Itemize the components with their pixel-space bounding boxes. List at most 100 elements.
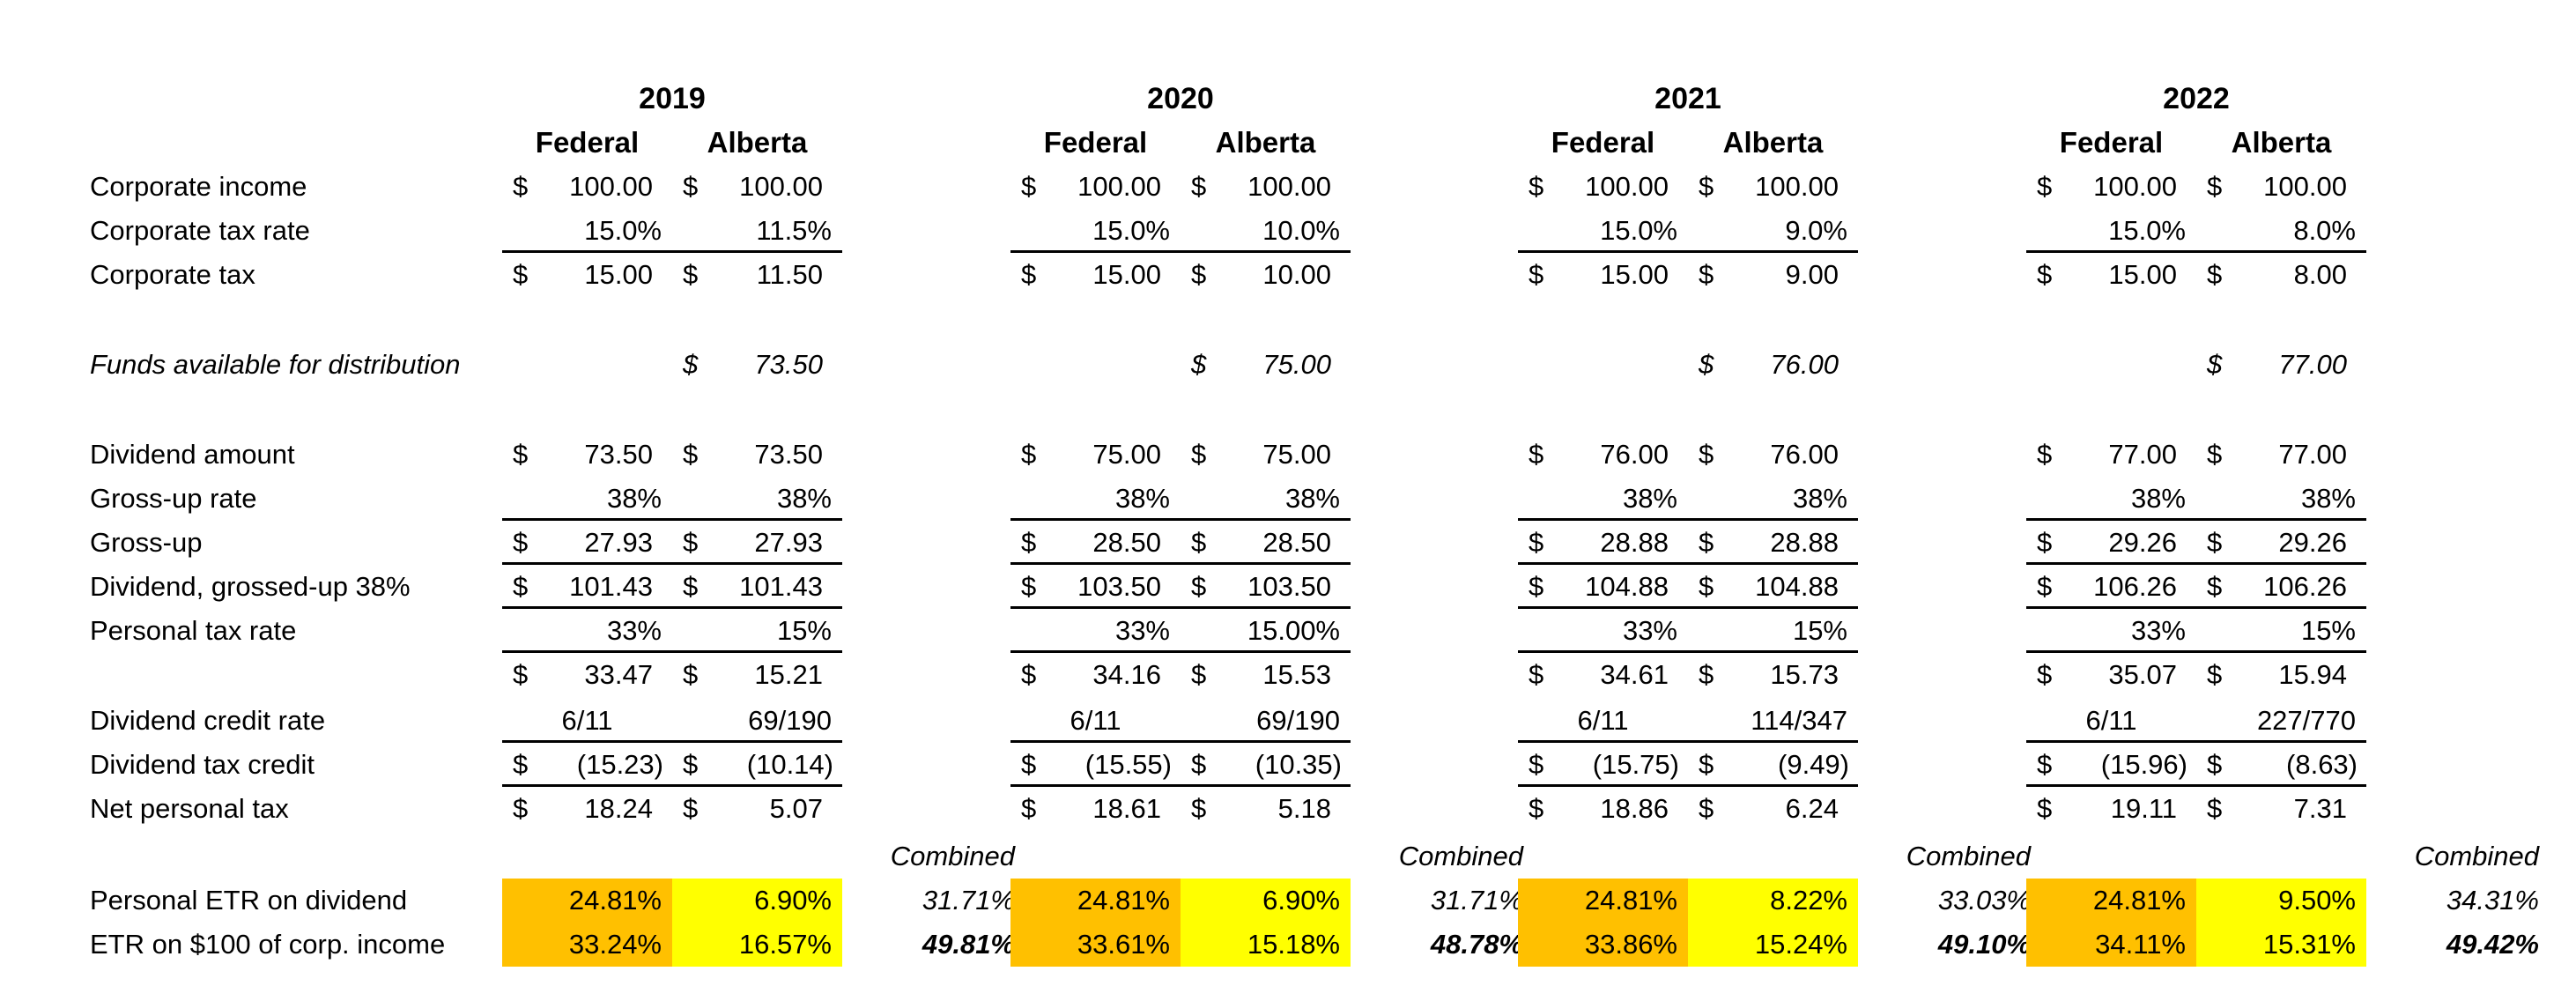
year-heading: 2022 xyxy=(2163,82,2230,115)
dollar-sign: $ xyxy=(513,659,529,690)
federal-gross-up-cell: $29.26 xyxy=(2026,521,2196,565)
alberta-corporate-income-value: 100.00 xyxy=(739,171,823,202)
federal-corporate-income-cell: $100.00 xyxy=(1010,165,1181,209)
federal-dividend-tax-credit-cell: $ (15.75) xyxy=(1518,743,1688,787)
rule-line xyxy=(502,562,842,565)
highlight-federal xyxy=(1010,879,1181,967)
alberta-corporate-tax-cell: $9.00 xyxy=(1688,253,1858,297)
rule-line xyxy=(1010,784,1351,787)
alberta-dividend-credit-rate-cell: 227/770 xyxy=(2196,699,2366,743)
highlight-alberta xyxy=(2196,879,2366,967)
federal-dividend-tax-credit-cell: $ (15.55) xyxy=(1010,743,1181,787)
alberta-corporate-tax-value: 10.00 xyxy=(1262,259,1331,290)
column-header-alberta: Alberta xyxy=(1722,126,1824,159)
alberta-corporate-tax-rate-value: 9.0% xyxy=(1785,215,1847,246)
dollar-sign: $ xyxy=(513,259,529,290)
rule-line xyxy=(502,650,842,653)
federal-corporate-income-value: 100.00 xyxy=(569,171,653,202)
label-personal-tax-rate: Personal tax rate xyxy=(90,615,297,646)
alberta-corporate-tax-rate-value: 10.0% xyxy=(1262,215,1340,246)
combined-header: Combined xyxy=(1906,841,2031,871)
federal-corporate-income-value: 100.00 xyxy=(2093,171,2177,202)
label-funds-available: Funds available for distribution xyxy=(90,349,461,380)
alberta-personal-etr-value: 6.90% xyxy=(1262,885,1340,916)
alberta-corporate-tax-value: 11.50 xyxy=(756,259,823,290)
alberta-gross-up-value: 28.50 xyxy=(1262,527,1331,558)
federal-etr-corp-income-value: 33.61% xyxy=(1077,929,1170,960)
alberta-net-personal-tax-cell: $7.31 xyxy=(2196,787,2366,831)
column-header-federal: Federal xyxy=(2059,126,2164,159)
funds-available-value: 75.00 xyxy=(1262,349,1331,380)
alberta-personal-etr-value: 9.50% xyxy=(2278,885,2356,916)
federal-etr-corp-income-cell: 33.24% xyxy=(502,923,672,967)
dollar-sign: $ xyxy=(2037,439,2053,470)
alberta-corporate-income-cell: $100.00 xyxy=(1181,165,1351,209)
highlight-federal xyxy=(1518,879,1688,967)
alberta-corporate-tax-value: 9.00 xyxy=(1785,259,1839,290)
alberta-dividend-credit-rate-value: 227/770 xyxy=(2256,705,2356,736)
alberta-corporate-income-cell: $100.00 xyxy=(1688,165,1858,209)
label-net-personal-tax: Net personal tax xyxy=(90,793,289,824)
dollar-sign: $ xyxy=(513,793,529,824)
federal-personal-tax-rate-cell: 33% xyxy=(2026,609,2196,653)
federal-dividend-credit-rate-value: 6/11 xyxy=(2085,705,2137,736)
alberta-corporate-tax-cell: $11.50 xyxy=(672,253,842,297)
federal-corporate-tax-rate-cell: 15.0% xyxy=(1010,209,1181,253)
dollar-sign: $ xyxy=(1699,259,1714,290)
federal-gross-up-value: 28.50 xyxy=(1092,527,1161,558)
column-header-alberta: Alberta xyxy=(1215,126,1316,159)
federal-gross-up-value: 27.93 xyxy=(584,527,653,558)
combined-etr-corp-income: 49.81% xyxy=(922,929,1015,960)
alberta-corporate-tax-rate-cell: 11.5% xyxy=(672,209,842,253)
combined-personal-etr: 33.03% xyxy=(1937,885,2031,916)
alberta-personal-etr-cell: 6.90% xyxy=(1181,879,1351,923)
rule-line xyxy=(502,250,842,253)
alberta-gross-up-value: 29.26 xyxy=(2278,527,2347,558)
federal-net-personal-tax-value: 18.24 xyxy=(584,793,653,824)
highlight-federal xyxy=(502,879,672,967)
highlight-alberta xyxy=(1181,879,1351,967)
rule-line xyxy=(1518,250,1858,253)
federal-corporate-tax-value: 15.00 xyxy=(1600,259,1669,290)
dollar-sign: $ xyxy=(1529,793,1544,824)
alberta-etr-corp-income-value: 15.18% xyxy=(1247,929,1340,960)
alberta-personal-tax-rate-cell: 15% xyxy=(672,609,842,653)
alberta-gross-up-rate-value: 38% xyxy=(1792,483,1847,514)
alberta-dividend-tax-credit-value: (8.63) xyxy=(2286,749,2358,780)
alberta-gross-up-cell: $28.88 xyxy=(1688,521,1858,565)
federal-net-personal-tax-cell: $19.11 xyxy=(2026,787,2196,831)
label-personal-etr: Personal ETR on dividend xyxy=(90,885,408,916)
federal-personal-tax-rate-cell: 33% xyxy=(502,609,672,653)
dollar-sign: $ xyxy=(1021,749,1037,780)
alberta-dividend-grossed-up-value: 101.43 xyxy=(739,571,823,602)
alberta-net-personal-tax-cell: $6.24 xyxy=(1688,787,1858,831)
federal-dividend-tax-credit-value: (15.96) xyxy=(2100,749,2187,780)
federal-dividend-tax-credit-cell: $ (15.96) xyxy=(2026,743,2196,787)
alberta-dividend-amount-value: 73.50 xyxy=(754,439,823,470)
rule-line xyxy=(2026,250,2366,253)
alberta-funds-available-cell: $76.00 xyxy=(1688,343,1858,387)
alberta-personal-tax-rate-value: 15.00% xyxy=(1247,615,1340,646)
dollar-sign: $ xyxy=(513,527,529,558)
alberta-corporate-income-cell: $100.00 xyxy=(2196,165,2366,209)
federal-corporate-tax-rate-cell: 15.0% xyxy=(1518,209,1688,253)
dollar-sign: $ xyxy=(2207,349,2223,380)
federal-personal-tax-value: 34.16 xyxy=(1092,659,1161,690)
federal-gross-up-cell: $28.50 xyxy=(1010,521,1181,565)
alberta-corporate-tax-rate-value: 8.0% xyxy=(2293,215,2356,246)
highlight-alberta xyxy=(672,879,842,967)
dollar-sign: $ xyxy=(2207,259,2223,290)
federal-corporate-tax-cell: $15.00 xyxy=(1010,253,1181,297)
alberta-personal-etr-cell: 9.50% xyxy=(2196,879,2366,923)
alberta-dividend-tax-credit-value: (10.14) xyxy=(746,749,833,780)
alberta-corporate-tax-value: 8.00 xyxy=(2293,259,2347,290)
federal-gross-up-rate-cell: 38% xyxy=(502,477,672,521)
rule-line xyxy=(1010,562,1351,565)
dollar-sign: $ xyxy=(683,793,699,824)
dollar-sign: $ xyxy=(683,749,699,780)
combined-etr-corp-income: 49.10% xyxy=(1937,929,2031,960)
federal-corporate-tax-rate-value: 15.0% xyxy=(2108,215,2186,246)
dollar-sign: $ xyxy=(2037,571,2053,602)
alberta-gross-up-rate-cell: 38% xyxy=(672,477,842,521)
dollar-sign: $ xyxy=(513,171,529,202)
